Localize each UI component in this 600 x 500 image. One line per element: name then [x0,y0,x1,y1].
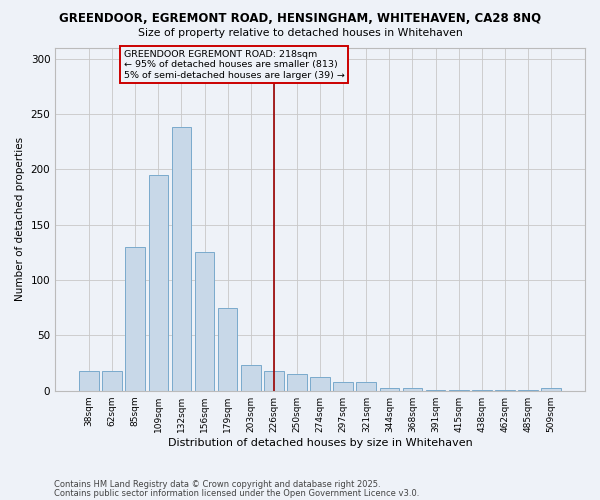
Text: Contains HM Land Registry data © Crown copyright and database right 2025.: Contains HM Land Registry data © Crown c… [54,480,380,489]
Text: GREENDOOR, EGREMONT ROAD, HENSINGHAM, WHITEHAVEN, CA28 8NQ: GREENDOOR, EGREMONT ROAD, HENSINGHAM, WH… [59,12,541,26]
Bar [264,371,284,390]
Bar [541,388,561,390]
Bar [79,371,99,390]
Bar [356,382,376,390]
Bar [241,365,260,390]
Bar [334,382,353,390]
Bar [380,388,399,390]
Text: Contains public sector information licensed under the Open Government Licence v3: Contains public sector information licen… [54,489,419,498]
Text: Size of property relative to detached houses in Whitehaven: Size of property relative to detached ho… [137,28,463,38]
X-axis label: Distribution of detached houses by size in Whitehaven: Distribution of detached houses by size … [168,438,472,448]
Bar [195,252,214,390]
Bar [403,388,422,390]
Bar [125,247,145,390]
Bar [149,175,168,390]
Bar [218,308,238,390]
Bar [172,127,191,390]
Text: GREENDOOR EGREMONT ROAD: 218sqm
← 95% of detached houses are smaller (813)
5% of: GREENDOOR EGREMONT ROAD: 218sqm ← 95% of… [124,50,344,80]
Y-axis label: Number of detached properties: Number of detached properties [15,137,25,301]
Bar [103,371,122,390]
Bar [287,374,307,390]
Bar [310,378,330,390]
